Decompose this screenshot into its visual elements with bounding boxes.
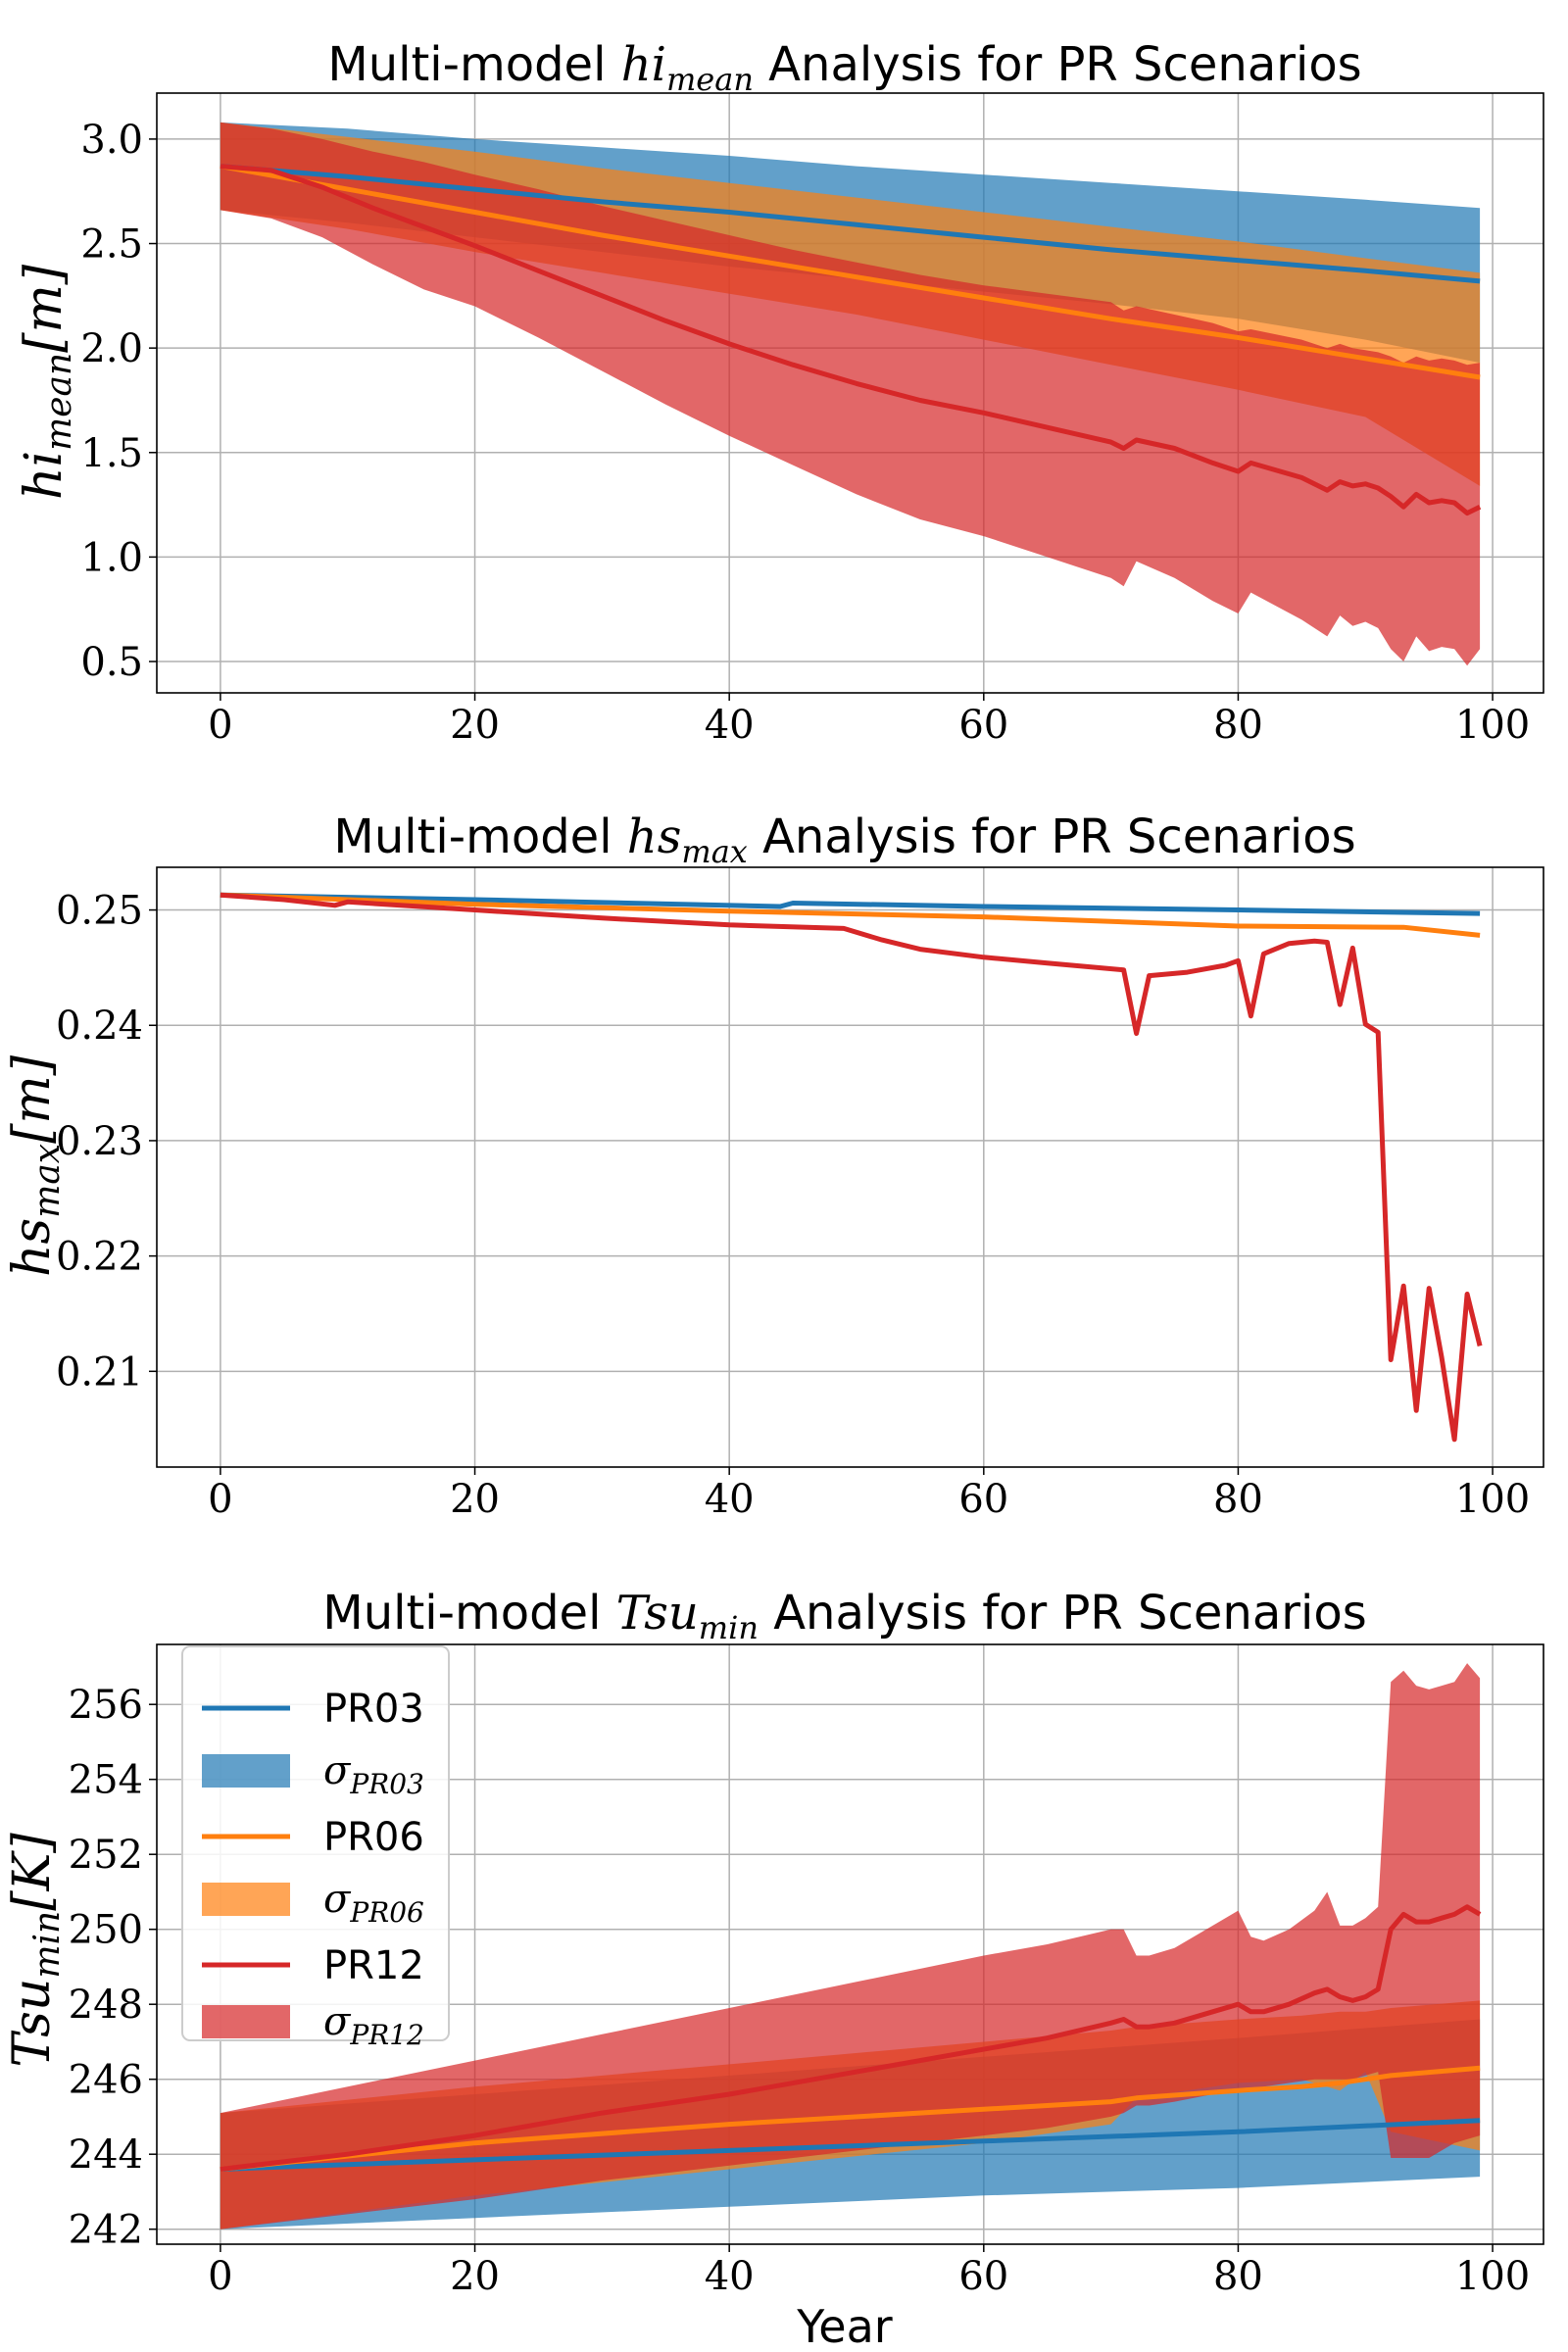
x-tick-label: 80 xyxy=(1213,703,1263,748)
line-PR12 xyxy=(220,164,1482,516)
y-tick-label: 250 xyxy=(69,1908,143,1953)
line-PR06 xyxy=(220,164,1481,380)
line-PR03 xyxy=(220,2118,1481,2172)
y-tick-label: 248 xyxy=(69,1983,143,2028)
x-tick-label: 60 xyxy=(958,703,1008,748)
y-tick-label: 252 xyxy=(69,1833,143,1878)
x-tick-label: 100 xyxy=(1455,1477,1530,1522)
x-tick-label: 60 xyxy=(958,1477,1008,1522)
y-axis-label: himean[m] xyxy=(15,264,79,500)
legend-label-sigma-PR03: σPR03 xyxy=(323,1748,424,1800)
legend-swatch-PR06-band xyxy=(202,1883,290,1916)
y-tick-label: 254 xyxy=(69,1758,143,1803)
x-tick-label: 80 xyxy=(1213,1477,1263,1522)
x-tick-label: 100 xyxy=(1455,703,1530,748)
x-tick-label: 20 xyxy=(450,1477,500,1522)
x-tick-label: 60 xyxy=(958,2254,1008,2299)
x-tick-label: 40 xyxy=(705,1477,755,1522)
legend-swatch-PR12-band xyxy=(202,2005,290,2038)
x-tick-label: 40 xyxy=(705,703,755,748)
x-tick-label: 20 xyxy=(450,2254,500,2299)
x-tick-label: 0 xyxy=(208,703,232,748)
y-tick-label: 2.0 xyxy=(80,326,143,371)
y-tick-label: 2.5 xyxy=(80,222,143,268)
x-tick-label: 20 xyxy=(450,703,500,748)
band-PR12 xyxy=(220,1663,1481,2230)
y-tick-label: 256 xyxy=(69,1683,143,1728)
legend: PR03 σPR03 PR06 σPR06 PR12 σPR12 xyxy=(181,1645,450,2051)
legend-frame xyxy=(181,1645,450,2041)
legend-label-PR03: PR03 xyxy=(323,1687,424,1732)
legend-label-PR06: PR06 xyxy=(323,1815,424,1860)
y-tick-label: 1.0 xyxy=(80,535,143,580)
panel-hsmax: Multi-model hsmax Analysis for PR Scenar… xyxy=(3,809,1544,1522)
line-PR03 xyxy=(220,892,1481,916)
chart-title: Multi-model Tsumin Analysis for PR Scena… xyxy=(322,1586,1366,1646)
axes-frame xyxy=(156,92,1544,694)
y-tick-label: 0.21 xyxy=(56,1349,143,1395)
line-PR03 xyxy=(220,164,1481,284)
chart-title: Multi-model hsmax Analysis for PR Scenar… xyxy=(333,809,1355,870)
legend-label-PR12: PR12 xyxy=(323,1943,424,1988)
line-PR12 xyxy=(220,892,1483,1443)
y-tick-label: 3.0 xyxy=(80,118,143,163)
band-PR12 xyxy=(220,122,1481,666)
x-tick-label: 0 xyxy=(208,2254,232,2299)
legend-label-sigma-PR06: σPR06 xyxy=(323,1877,424,1929)
y-axis-label: Tsumin[K] xyxy=(3,1833,68,2068)
panel-tsumin: Multi-model Tsumin Analysis for PR Scena… xyxy=(3,1586,1544,2352)
y-tick-label: 0.23 xyxy=(56,1119,143,1164)
y-tick-label: 0.22 xyxy=(56,1235,143,1280)
x-axis-label: Year xyxy=(796,2300,892,2352)
line-PR12 xyxy=(220,1904,1482,2172)
y-tick-label: 1.5 xyxy=(80,431,143,476)
y-tick-label: 0.24 xyxy=(56,1004,143,1049)
y-tick-label: 0.5 xyxy=(80,640,143,685)
panel-himean: Multi-model himean Analysis for PR Scena… xyxy=(15,37,1544,748)
y-tick-label: 242 xyxy=(69,2208,143,2253)
y-tick-label: 244 xyxy=(69,2132,143,2178)
x-tick-label: 80 xyxy=(1213,2254,1263,2299)
chart-title: Multi-model himean Analysis for PR Scena… xyxy=(327,37,1361,98)
line-PR06 xyxy=(220,892,1481,938)
y-axis-label: hsmax[m] xyxy=(3,1054,68,1277)
axes-frame xyxy=(156,1643,1544,2245)
axes-frame xyxy=(156,866,1544,1468)
legend-swatch-PR03-band xyxy=(202,1754,290,1788)
x-tick-label: 100 xyxy=(1455,2254,1530,2299)
x-tick-label: 40 xyxy=(705,2254,755,2299)
line-PR06 xyxy=(220,2065,1481,2172)
legend-label-sigma-PR12: σPR12 xyxy=(323,1999,424,2051)
x-tick-label: 0 xyxy=(208,1477,232,1522)
y-tick-label: 0.25 xyxy=(56,889,143,934)
y-tick-label: 246 xyxy=(69,2058,143,2103)
